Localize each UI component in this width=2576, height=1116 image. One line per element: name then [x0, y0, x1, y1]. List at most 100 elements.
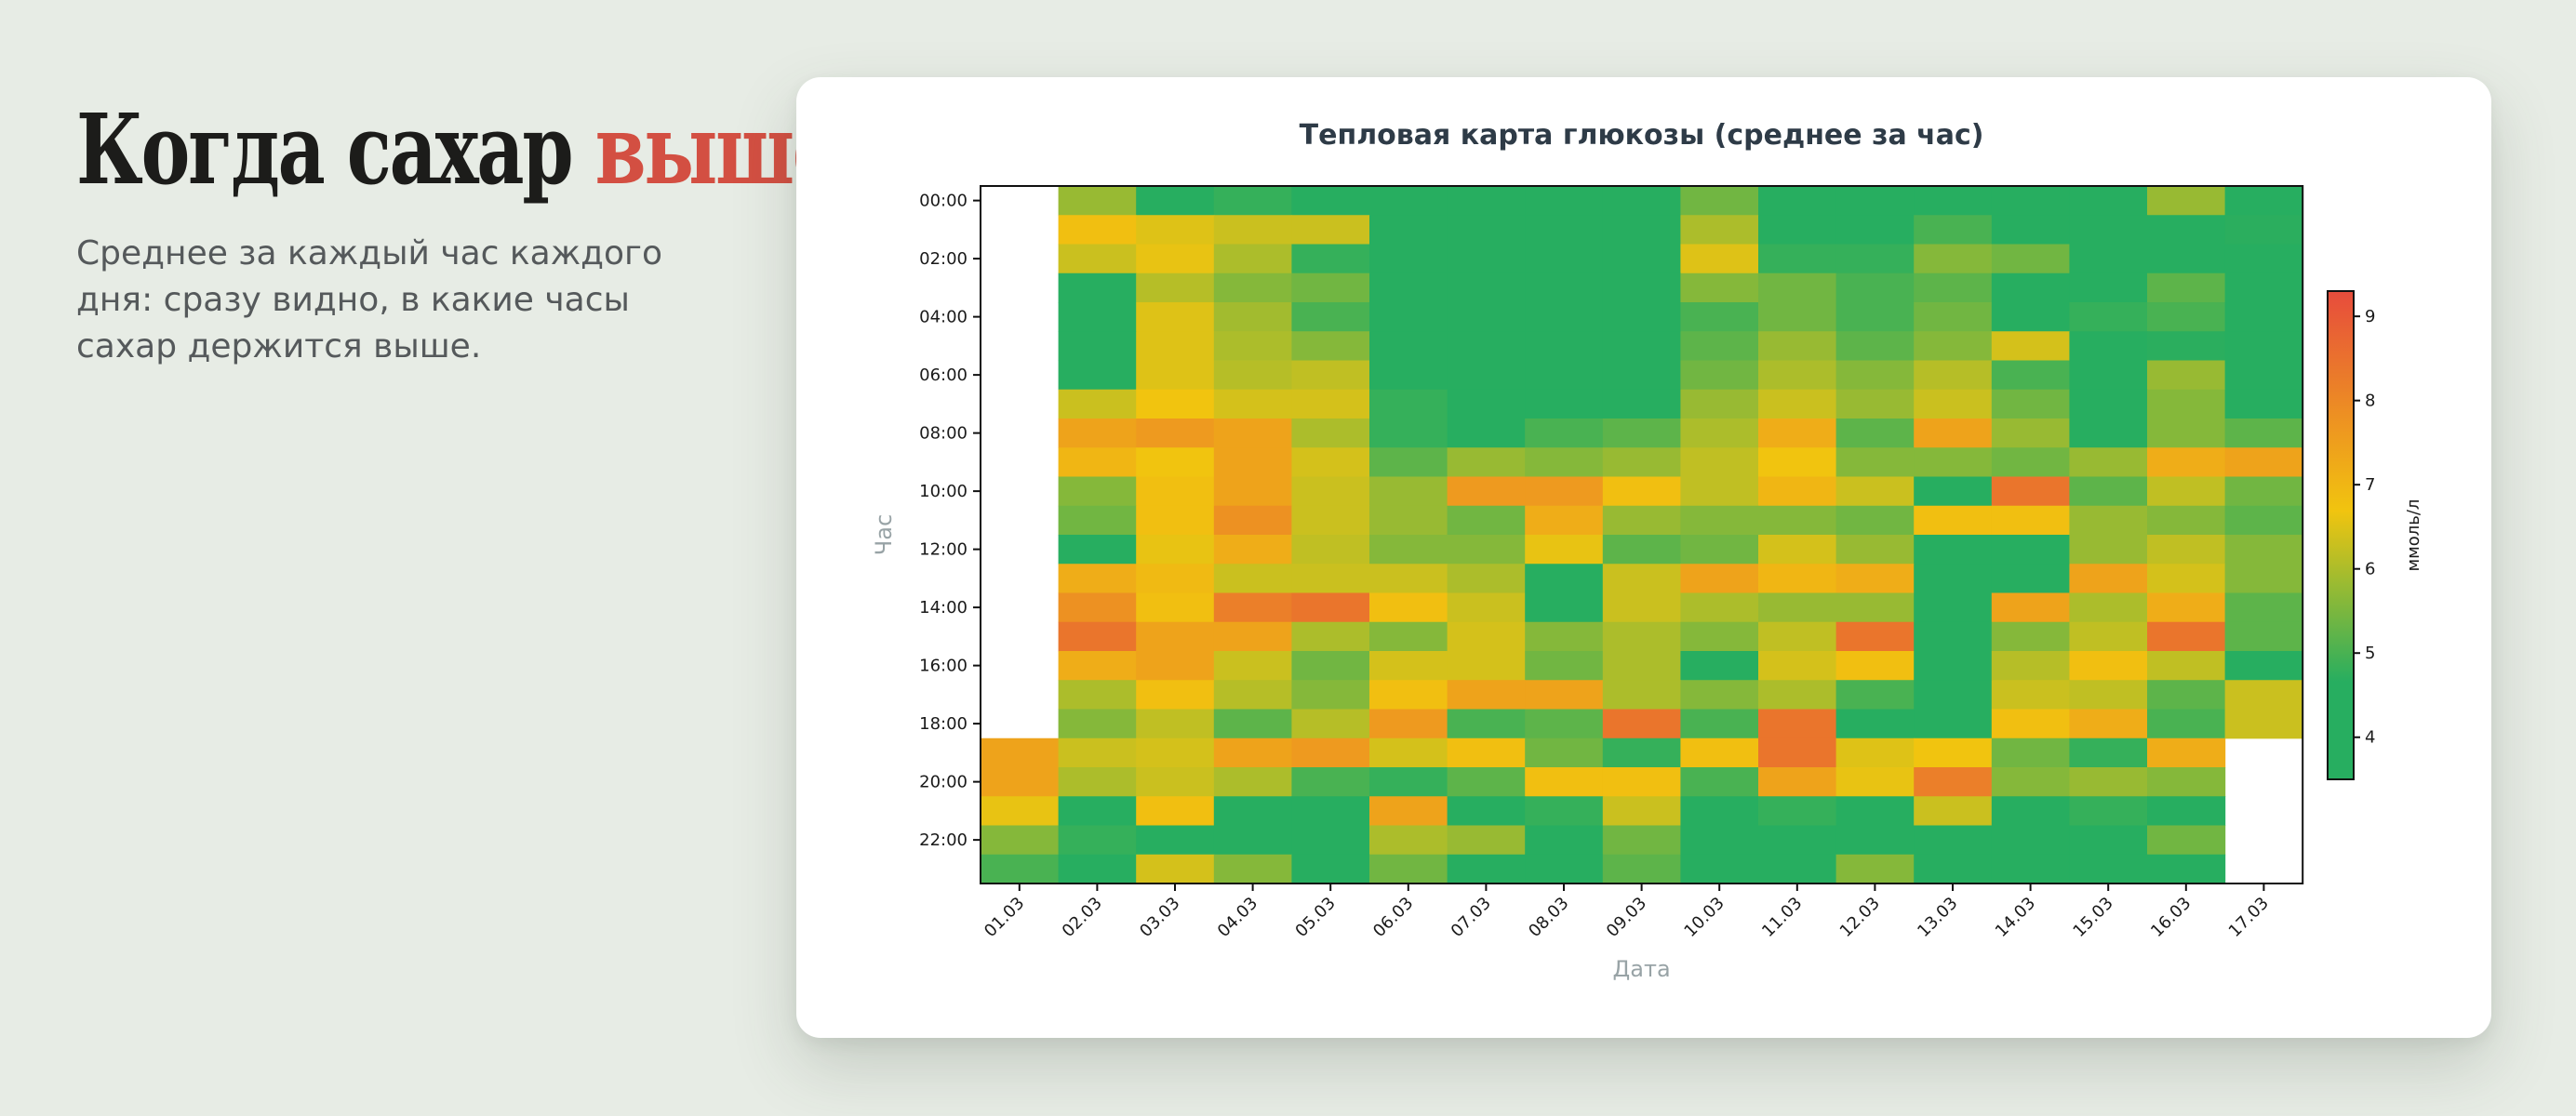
- heatmap-cell: [1213, 592, 1292, 623]
- heatmap-cell: [981, 825, 1060, 856]
- heatmap-cell: [1213, 418, 1292, 448]
- heatmap-cell: [1525, 476, 1604, 507]
- heatmap-cell: [1680, 680, 1759, 711]
- heatmap-cell: [1525, 186, 1604, 216]
- heatmap-cell: [1835, 854, 1915, 884]
- heatmap-cell: [1369, 360, 1448, 391]
- heatmap-cell: [1602, 825, 1681, 856]
- heatmap-cell: [1058, 680, 1137, 711]
- heatmap-cell: [1914, 244, 1993, 274]
- heatmap-cell: [1525, 825, 1604, 856]
- heatmap-cell: [1914, 680, 1993, 711]
- heatmap-cell: [1758, 302, 1837, 332]
- heatmap-cell: [1914, 360, 1993, 391]
- heatmap-cell: [1213, 767, 1292, 797]
- heatmap-cell: [1136, 592, 1215, 623]
- heatmap-cell: [1835, 680, 1915, 711]
- heatmap-cell: [1835, 418, 1915, 448]
- heatmap-cell: [1291, 389, 1370, 419]
- heatmap-cell: [1991, 535, 2070, 565]
- heatmap-cell: [1525, 360, 1604, 391]
- heatmap-cell: [1136, 564, 1215, 594]
- heatmap-cell: [2224, 418, 2303, 448]
- y-tick-label: 00:00: [919, 192, 968, 211]
- heatmap-cell: [1525, 709, 1604, 739]
- heatmap-cell: [2069, 272, 2148, 303]
- heatmap-cell: [1525, 564, 1604, 594]
- heatmap-cell: [1680, 302, 1759, 332]
- heatmap-cell: [2147, 592, 2226, 623]
- heatmap-cell: [1680, 389, 1759, 419]
- heatmap-cell: [1447, 360, 1526, 391]
- heatmap-cell: [1525, 272, 1604, 303]
- heatmap-cell: [1369, 447, 1448, 478]
- heatmap-cell: [1914, 389, 1993, 419]
- heatmap-cell: [1680, 272, 1759, 303]
- heatmap-cell: [2069, 360, 2148, 391]
- heatmap-cell: [1835, 737, 1915, 768]
- heatmap-cell: [1835, 272, 1915, 303]
- heatmap-cell: [2147, 244, 2226, 274]
- heatmap-cell: [1136, 272, 1215, 303]
- heatmap-cell: [1369, 215, 1448, 246]
- heatmap-cell: [1213, 302, 1292, 332]
- heatmap-cell: [1602, 389, 1681, 419]
- heatmap-cell: [1447, 505, 1526, 536]
- heatmap-cell: [1136, 302, 1215, 332]
- heatmap-cell: [1914, 447, 1993, 478]
- heatmap-cell: [1525, 767, 1604, 797]
- y-tick-label: 10:00: [919, 482, 968, 501]
- heatmap-cell: [1914, 564, 1993, 594]
- heatmap-cell: [2069, 389, 2148, 419]
- heatmap-cell: [1058, 709, 1137, 739]
- heatmap-cell: [1291, 709, 1370, 739]
- heatmap-cell: [1914, 476, 1993, 507]
- heatmap-cell: [1213, 215, 1292, 246]
- heatmap-cell: [1058, 825, 1137, 856]
- heatmap-cell: [2069, 302, 2148, 332]
- heatmap-cell: [1058, 186, 1137, 216]
- heatmap-cell: [1835, 331, 1915, 362]
- page-title: Когда сахар выше: [76, 89, 839, 210]
- y-tick-label: 22:00: [919, 830, 968, 850]
- heatmap-cell: [1369, 302, 1448, 332]
- heatmap-cell: [2069, 476, 2148, 507]
- heatmap-cell: [2147, 680, 2226, 711]
- heatmap-cell: [1991, 272, 2070, 303]
- heatmap-cell: [1835, 535, 1915, 565]
- heatmap-cell: [1058, 767, 1137, 797]
- heatmap-cell: [1602, 592, 1681, 623]
- heatmap-cell: [1758, 535, 1837, 565]
- heatmap-cell: [1136, 854, 1215, 884]
- heatmap-cell: [1213, 535, 1292, 565]
- heatmap-cell: [2147, 302, 2226, 332]
- heatmap-cell: [1369, 186, 1448, 216]
- heatmap-cell: [2069, 215, 2148, 246]
- heatmap-cell: [2069, 651, 2148, 681]
- heatmap-cell: [2147, 272, 2226, 303]
- heatmap-cell: [1602, 621, 1681, 652]
- heatmap-cell: [1602, 476, 1681, 507]
- heatmap-cell: [1680, 796, 1759, 827]
- heatmap-cell: [1991, 709, 2070, 739]
- heatmap-cell: [1136, 796, 1215, 827]
- heatmap-cell: [1602, 796, 1681, 827]
- heatmap-cell: [1991, 302, 2070, 332]
- heatmap-cell: [1680, 244, 1759, 274]
- heatmap-cell: [1136, 447, 1215, 478]
- heatmap-cell: [1525, 215, 1604, 246]
- heatmap-cell: [2224, 244, 2303, 274]
- heatmap-cell: [1058, 418, 1137, 448]
- heatmap-cell: [2069, 535, 2148, 565]
- heatmap-cell: [1369, 621, 1448, 652]
- y-tick-label: 16:00: [919, 657, 968, 676]
- heatmap-cell: [1058, 592, 1137, 623]
- heatmap-cell: [1991, 854, 2070, 884]
- heatmap-cell: [1447, 418, 1526, 448]
- heatmap-cell: [981, 737, 1060, 768]
- y-axis-label: Час: [871, 514, 897, 555]
- heatmap-cell: [1602, 418, 1681, 448]
- heatmap-cell: [1213, 244, 1292, 274]
- heatmap-cell: [2069, 767, 2148, 797]
- heatmap-cell: [1835, 447, 1915, 478]
